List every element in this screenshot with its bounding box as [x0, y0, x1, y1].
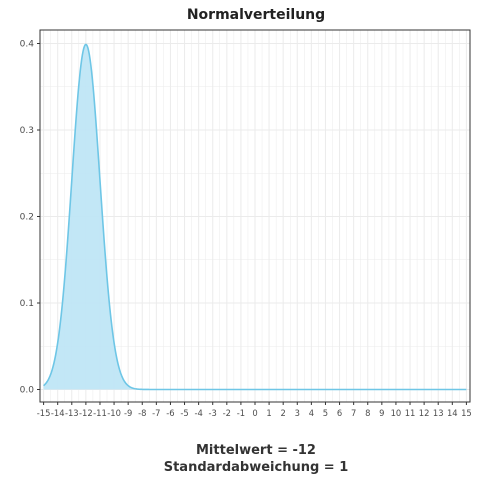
density-area-fill	[43, 44, 467, 390]
x-tick-label: -11	[93, 408, 107, 418]
x-tick-label: -3	[209, 408, 217, 418]
x-tick-label: -4	[194, 408, 202, 418]
y-tick-label: 0.2	[20, 213, 34, 223]
x-tick-label: 11	[405, 408, 416, 418]
x-tick-label: -6	[166, 408, 174, 418]
x-tick-label: -10	[107, 408, 121, 418]
y-tick-label: 0.1	[20, 299, 34, 309]
x-tick-label: -9	[124, 408, 132, 418]
x-tick-label: 15	[461, 408, 472, 418]
caption-mean: Mittelwert = -12	[196, 443, 316, 458]
y-tick-label: 0.0	[20, 386, 35, 396]
x-tick-label: 8	[365, 408, 370, 418]
y-axis: 0.0 0.1 0.2 0.3 0.4	[20, 40, 40, 396]
x-tick-label: 2	[281, 408, 286, 418]
x-tick-label: -15	[37, 408, 51, 418]
y-tick-label: 0.4	[20, 40, 35, 50]
x-tick-label: -1	[237, 408, 245, 418]
x-tick-label: 5	[323, 408, 328, 418]
x-tick-label: 13	[433, 408, 444, 418]
x-tick-label: -14	[51, 408, 65, 418]
x-tick-label: 14	[447, 408, 458, 418]
x-tick-label: -7	[152, 408, 160, 418]
x-tick-label: -8	[138, 408, 146, 418]
x-tick-label: 10	[391, 408, 402, 418]
x-tick-label: 0	[252, 408, 257, 418]
x-tick-label: 7	[351, 408, 356, 418]
x-tick-label: -13	[65, 408, 79, 418]
x-axis: -15 -14 -13 -12 -11 -10 -9 -8 -7 -6 -5 -4 -3 -2 -1 0 1 2 3…	[37, 402, 472, 418]
x-tick-label: 12	[419, 408, 430, 418]
caption-sd: Standardabweichung = 1	[164, 460, 349, 475]
distribution-area	[43, 43, 467, 391]
density-curve-line	[43, 43, 467, 391]
x-tick-label: -5	[180, 408, 188, 418]
chart-title: Normalverteilung	[187, 7, 325, 23]
x-tick-label: 9	[379, 408, 384, 418]
y-tick-label: 0.3	[20, 126, 34, 136]
x-tick-label: -12	[79, 408, 93, 418]
x-tick-label: 3	[295, 408, 300, 418]
x-tick-label: 4	[309, 408, 314, 418]
x-tick-label: 6	[337, 408, 342, 418]
x-tick-label: 1	[266, 408, 271, 418]
x-tick-label: -2	[223, 408, 231, 418]
